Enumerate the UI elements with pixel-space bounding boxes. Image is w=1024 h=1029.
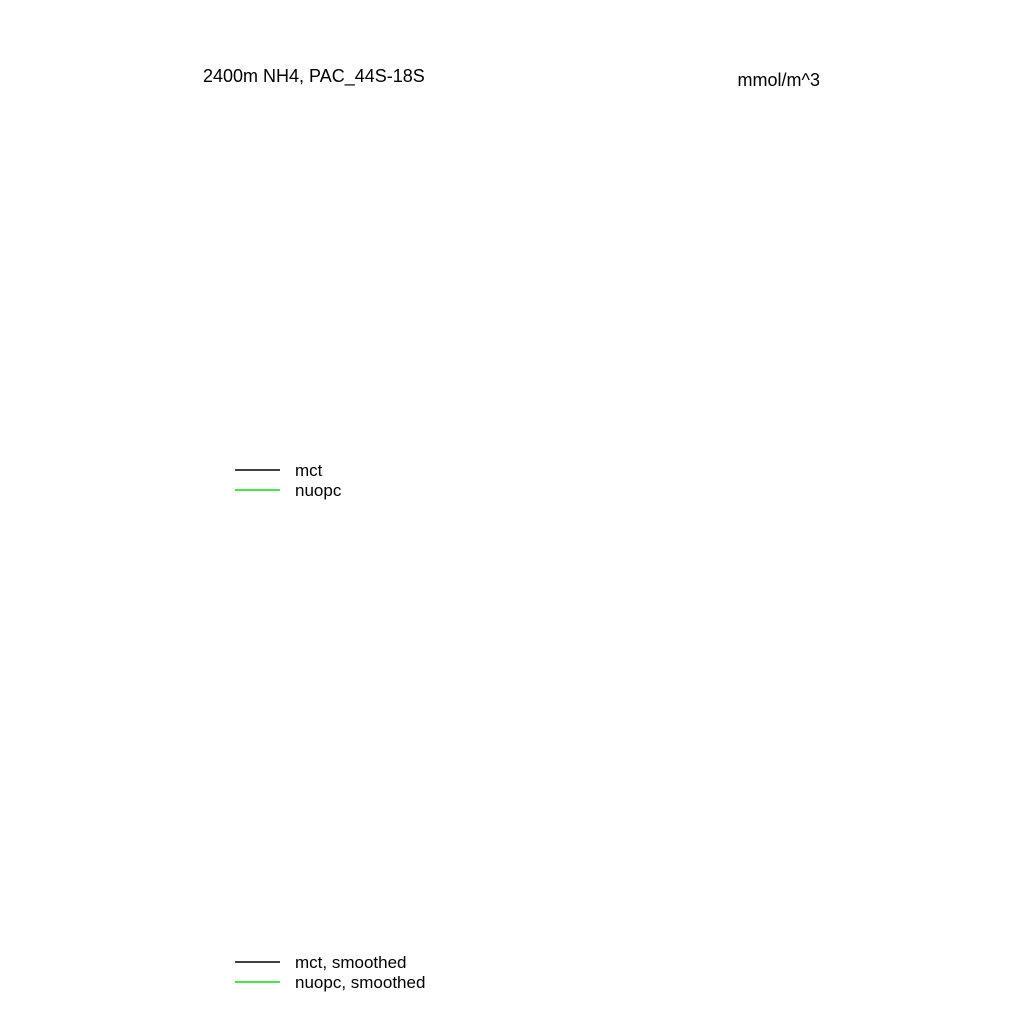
legend-label-nuopc-smoothed: nuopc, smoothed	[295, 973, 425, 992]
legend-label-nuopc: nuopc	[295, 481, 342, 500]
top-panel-title: 2400m NH4, PAC_44S-18S	[203, 66, 425, 87]
legend-label-mct: mct	[295, 461, 323, 480]
legend-label-mct-smoothed: mct, smoothed	[295, 953, 407, 972]
bottom-panel-legend: mct, smoothed nuopc, smoothed	[235, 953, 425, 992]
top-panel-units: mmol/m^3	[738, 70, 820, 90]
top-panel-legend: mct nuopc	[235, 461, 342, 500]
